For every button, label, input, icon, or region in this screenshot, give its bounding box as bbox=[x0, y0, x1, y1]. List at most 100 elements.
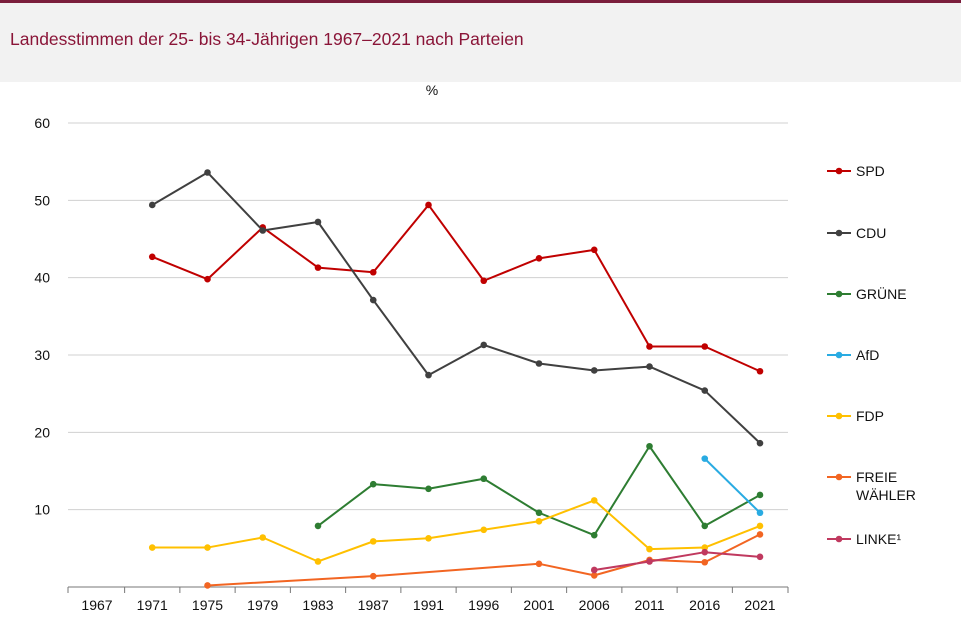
legend-label: SPD bbox=[856, 163, 885, 179]
data-point bbox=[590, 497, 598, 504]
legend-label: CDU bbox=[856, 225, 886, 241]
x-tick-label: 1996 bbox=[468, 597, 499, 613]
data-point bbox=[590, 367, 598, 374]
data-point bbox=[480, 341, 488, 349]
data-point bbox=[701, 548, 709, 556]
y-tick-label: 20 bbox=[34, 424, 50, 440]
data-point bbox=[314, 522, 322, 530]
legend-swatch-marker bbox=[835, 167, 843, 175]
data-point bbox=[535, 560, 543, 568]
series-freie-wähler bbox=[204, 531, 764, 589]
series-group bbox=[148, 169, 764, 589]
y-tick-label: 50 bbox=[34, 192, 50, 208]
chart-panel bbox=[0, 82, 961, 632]
series-grüne bbox=[314, 442, 764, 539]
data-point bbox=[369, 296, 377, 304]
legend-label: AfD bbox=[856, 347, 879, 363]
data-point bbox=[314, 558, 322, 565]
data-point bbox=[590, 531, 598, 539]
data-point bbox=[590, 246, 598, 254]
series-afd bbox=[701, 455, 764, 517]
data-point bbox=[535, 360, 543, 367]
x-tick-label: 1979 bbox=[247, 597, 278, 613]
series-linke bbox=[590, 548, 764, 574]
data-point bbox=[590, 566, 598, 574]
data-point bbox=[701, 522, 709, 530]
data-point bbox=[425, 201, 432, 209]
x-tick-label: 2011 bbox=[634, 597, 664, 613]
legend-label: GRÜNE bbox=[856, 285, 907, 302]
data-point bbox=[701, 544, 709, 551]
data-point bbox=[701, 343, 709, 350]
x-tick-label: 2016 bbox=[689, 597, 720, 613]
data-point bbox=[535, 517, 543, 525]
data-point bbox=[756, 439, 764, 447]
data-point bbox=[756, 491, 764, 499]
y-tick-label: 30 bbox=[34, 347, 50, 363]
legend-swatch-marker bbox=[835, 473, 843, 481]
legend-item: FREIE WÄHLER bbox=[827, 469, 916, 503]
x-tick-label: 2021 bbox=[744, 597, 775, 613]
x-tick-label: 1987 bbox=[358, 597, 389, 613]
header: Landesstimmen der 25- bis 34-Jährigen 19… bbox=[0, 3, 961, 74]
x-tick-label: 1967 bbox=[81, 597, 112, 613]
data-point bbox=[756, 367, 764, 375]
data-point bbox=[535, 509, 543, 517]
x-tick-label: 1991 bbox=[413, 597, 444, 613]
data-point bbox=[425, 485, 432, 493]
data-point bbox=[701, 455, 709, 462]
data-point bbox=[646, 545, 653, 553]
data-point bbox=[480, 277, 488, 285]
y-axis-ticks: 10 20 30 40 50 60 bbox=[34, 115, 50, 518]
series-line-freie-wähler bbox=[207, 533, 761, 587]
data-point bbox=[701, 387, 709, 394]
legend-swatch-marker bbox=[835, 229, 843, 237]
data-point bbox=[369, 480, 377, 488]
data-point bbox=[148, 201, 156, 209]
series-line-linke bbox=[594, 551, 761, 571]
series-fdp bbox=[148, 497, 764, 565]
page-title: Landesstimmen der 25- bis 34-Jährigen 19… bbox=[10, 29, 524, 49]
y-tick-label: 40 bbox=[34, 270, 50, 286]
data-point bbox=[148, 253, 156, 261]
y-tick-label: 60 bbox=[34, 115, 50, 131]
data-point bbox=[701, 558, 709, 566]
legend-swatch-marker bbox=[835, 412, 843, 420]
legend-label: LINKE¹ bbox=[856, 531, 901, 547]
x-tick-label: 2006 bbox=[579, 597, 610, 613]
series-line-fdp bbox=[152, 499, 761, 563]
top-accent-bar bbox=[0, 0, 961, 3]
legend-swatch-marker bbox=[835, 351, 843, 359]
x-tick-label: 1983 bbox=[302, 597, 333, 613]
series-spd bbox=[148, 201, 764, 375]
data-point bbox=[646, 558, 653, 565]
data-point bbox=[590, 572, 598, 579]
legend-item: GRÜNE bbox=[827, 285, 907, 302]
legend-label: FREIE WÄHLER bbox=[856, 469, 916, 503]
data-point bbox=[756, 553, 764, 561]
data-point bbox=[756, 531, 764, 538]
y-tick-label: 10 bbox=[34, 502, 50, 518]
data-point bbox=[646, 442, 653, 450]
data-point bbox=[480, 475, 488, 483]
data-point bbox=[314, 264, 322, 271]
legend-swatch-marker bbox=[835, 535, 843, 543]
legend-item: FDP bbox=[827, 408, 884, 424]
legend-item: SPD bbox=[827, 163, 885, 179]
data-point bbox=[204, 275, 211, 283]
data-point bbox=[535, 255, 543, 262]
legend-item: AfD bbox=[827, 347, 879, 363]
data-point bbox=[314, 218, 322, 226]
y-axis-unit-label: % bbox=[426, 82, 438, 98]
data-point bbox=[204, 169, 211, 176]
x-tick-label: 1971 bbox=[137, 597, 168, 613]
data-point bbox=[425, 534, 432, 542]
data-point bbox=[369, 538, 377, 545]
data-point bbox=[480, 526, 488, 534]
data-point bbox=[148, 544, 156, 551]
data-point bbox=[259, 534, 267, 541]
legend-label: FDP bbox=[856, 408, 884, 424]
x-tick-label: 1975 bbox=[192, 597, 223, 613]
data-point bbox=[425, 371, 432, 379]
data-point bbox=[369, 268, 377, 276]
